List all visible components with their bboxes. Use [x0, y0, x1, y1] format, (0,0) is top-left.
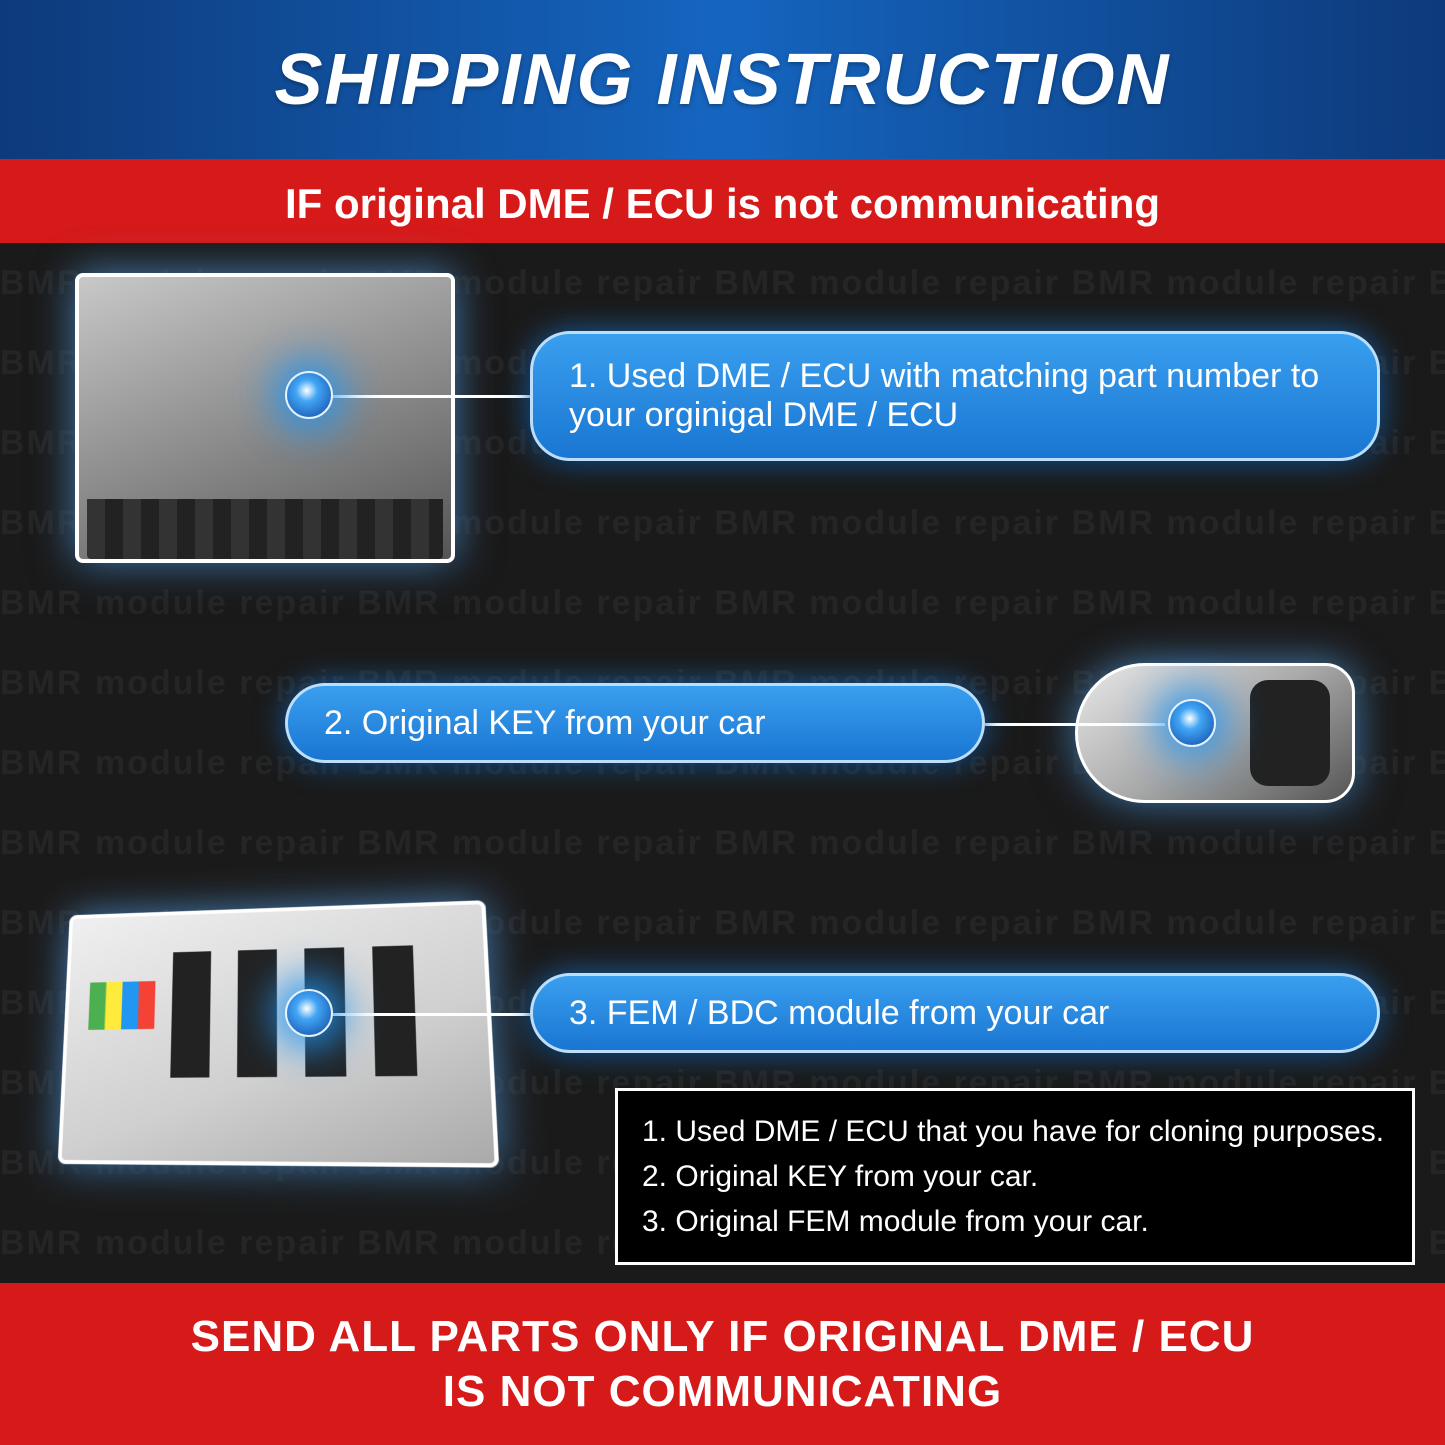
callout-text-1: 1. Used DME / ECU with matching part num… [569, 357, 1341, 435]
callout-text-3: 3. FEM / BDC module from your car [569, 994, 1109, 1033]
connector-line-2 [985, 723, 1165, 726]
callout-text-2: 2. Original KEY from your car [324, 704, 766, 743]
footer-line-2: IS NOT COMMUNICATING [443, 1367, 1002, 1416]
summary-line-3: 3. Original FEM module from your car. [642, 1199, 1388, 1244]
header-banner: SHIPPING INSTRUCTION [0, 0, 1445, 165]
car-key-image [1075, 663, 1355, 803]
callout-pill-3: 3. FEM / BDC module from your car [530, 973, 1380, 1053]
connector-line-3 [320, 1013, 530, 1016]
connector-line-1 [320, 395, 530, 398]
marker-dot-3 [285, 989, 333, 1037]
page-title: SHIPPING INSTRUCTION [274, 39, 1170, 121]
ecu-module-image [75, 273, 455, 563]
marker-dot-1 [285, 371, 333, 419]
footer-banner: SEND ALL PARTS ONLY IF ORIGINAL DME / EC… [0, 1283, 1445, 1445]
fem-bdc-module-image [58, 900, 500, 1167]
summary-line-2: 2. Original KEY from your car. [642, 1154, 1388, 1199]
footer-line-1: SEND ALL PARTS ONLY IF ORIGINAL DME / EC… [191, 1312, 1255, 1361]
summary-box: 1. Used DME / ECU that you have for clon… [615, 1088, 1415, 1265]
watermark-row: BMR module repair BMR module repair BMR … [0, 803, 1445, 883]
callout-pill-1: 1. Used DME / ECU with matching part num… [530, 331, 1380, 461]
footer-text: SEND ALL PARTS ONLY IF ORIGINAL DME / EC… [191, 1309, 1255, 1419]
callout-pill-2: 2. Original KEY from your car [285, 683, 985, 763]
condition-banner: IF original DME / ECU is not communicati… [0, 165, 1445, 243]
condition-text: IF original DME / ECU is not communicati… [285, 180, 1160, 228]
marker-dot-2 [1168, 699, 1216, 747]
summary-line-1: 1. Used DME / ECU that you have for clon… [642, 1109, 1388, 1154]
watermark-row: BMR module repair BMR module repair BMR … [0, 563, 1445, 643]
main-diagram-area: BMR module repair BMR module repair BMR … [0, 243, 1445, 1283]
